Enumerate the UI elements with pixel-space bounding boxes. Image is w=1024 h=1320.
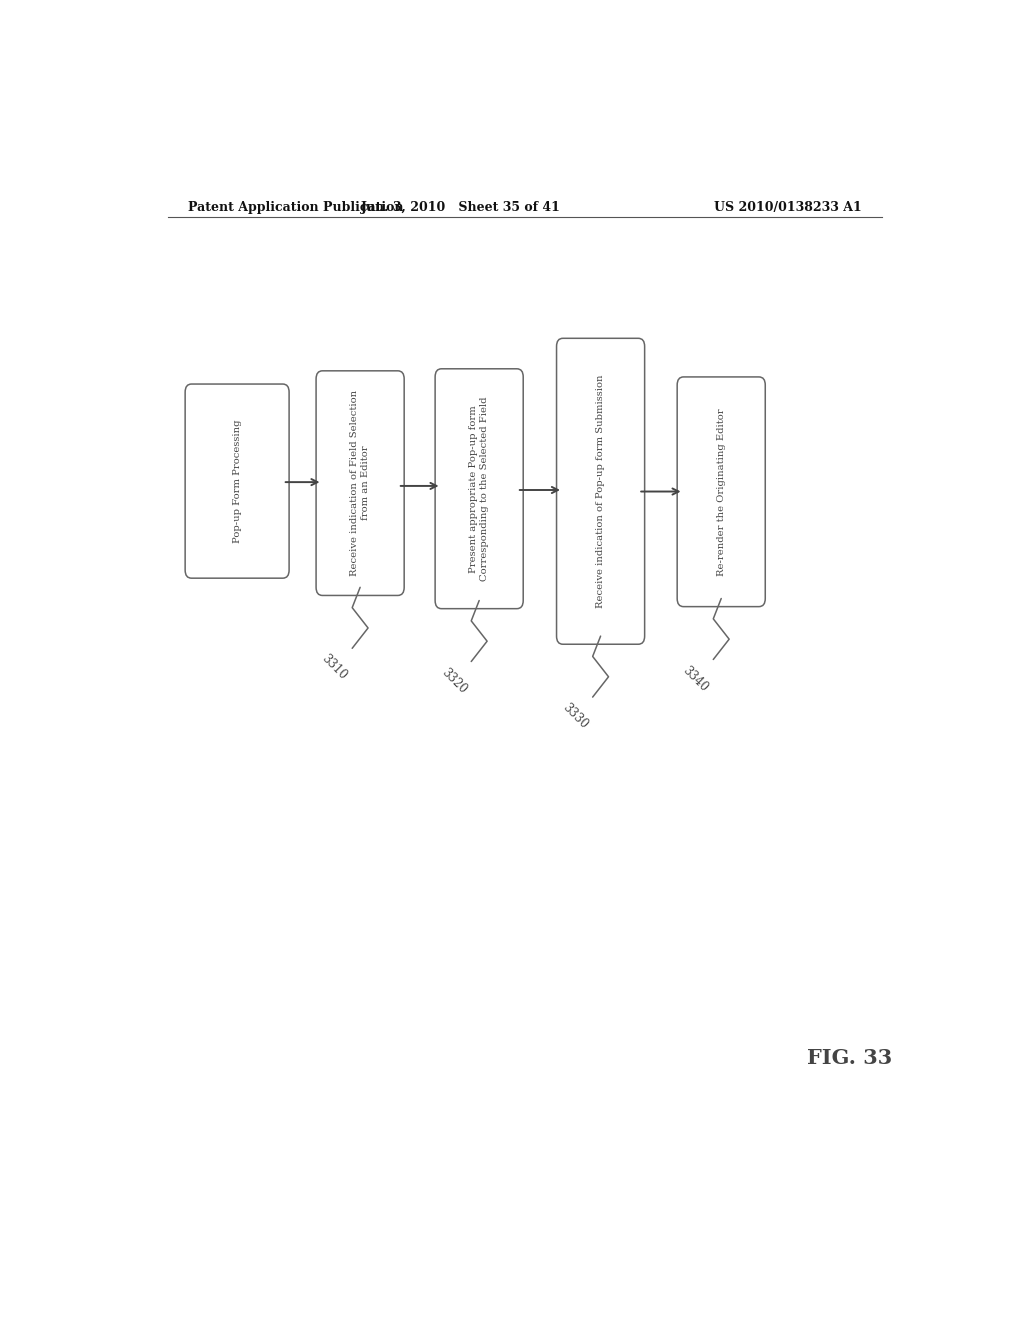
Text: Jun. 3, 2010   Sheet 35 of 41: Jun. 3, 2010 Sheet 35 of 41 — [361, 201, 561, 214]
Text: Re-render the Originating Editor: Re-render the Originating Editor — [717, 408, 726, 576]
FancyBboxPatch shape — [435, 368, 523, 609]
FancyBboxPatch shape — [316, 371, 404, 595]
Text: Receive indication of Field Selection
from an Editor: Receive indication of Field Selection fr… — [350, 391, 371, 577]
Text: 3330: 3330 — [560, 701, 590, 731]
FancyBboxPatch shape — [677, 378, 765, 607]
Text: Present appropriate Pop-up form
Corresponding to the Selected Field: Present appropriate Pop-up form Correspo… — [469, 396, 489, 581]
Text: Receive indication of Pop-up form Submission: Receive indication of Pop-up form Submis… — [596, 375, 605, 609]
Text: 3320: 3320 — [438, 665, 469, 696]
FancyBboxPatch shape — [557, 338, 645, 644]
Text: Patent Application Publication: Patent Application Publication — [187, 201, 403, 214]
Text: Pop-up Form Processing: Pop-up Form Processing — [232, 420, 242, 543]
Text: US 2010/0138233 A1: US 2010/0138233 A1 — [715, 201, 862, 214]
Text: FIG. 33: FIG. 33 — [807, 1048, 892, 1068]
Text: 3310: 3310 — [319, 652, 350, 682]
Text: 3340: 3340 — [681, 664, 711, 694]
FancyBboxPatch shape — [185, 384, 289, 578]
